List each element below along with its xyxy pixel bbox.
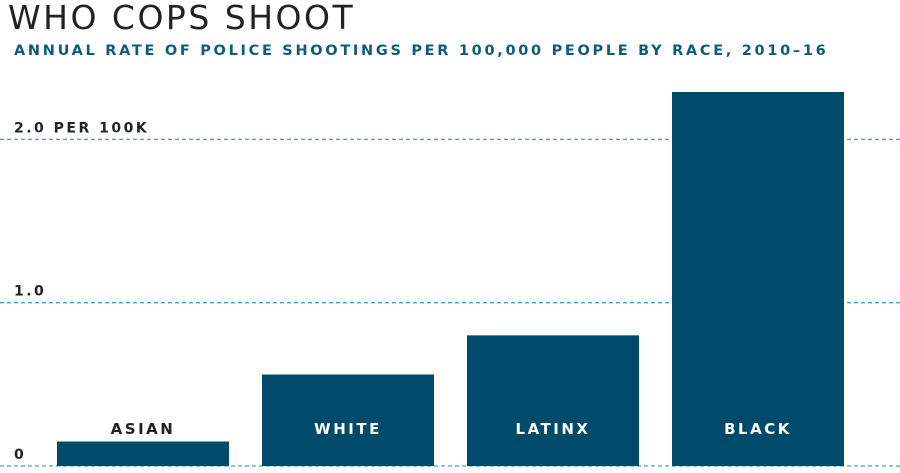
bar-latinx: [467, 335, 639, 466]
category-labels: ASIAN WHITE LATINX BLACK: [111, 420, 792, 438]
y-tick-label-2-0-per-100k: 2.0 PER 100K: [14, 120, 149, 136]
bar-white: [262, 374, 434, 466]
chart-subtitle: ANNUAL RATE OF POLICE SHOOTINGS PER 100,…: [14, 43, 829, 59]
bar-asian: [57, 441, 229, 466]
category-label-white: WHITE: [314, 420, 382, 438]
chart-title: WHO COPS SHOOT: [8, 0, 356, 37]
y-tick-label-0: 0: [14, 447, 26, 463]
category-label-black: BLACK: [724, 420, 792, 438]
category-label-latinx: LATINX: [516, 420, 591, 438]
category-label-asian: ASIAN: [111, 420, 176, 438]
y-tick-labels: 0 1.0 2.0 PER 100K: [14, 120, 149, 463]
bars: [57, 92, 844, 466]
bar-black: [672, 92, 844, 466]
y-tick-label-1-0: 1.0: [14, 284, 46, 300]
